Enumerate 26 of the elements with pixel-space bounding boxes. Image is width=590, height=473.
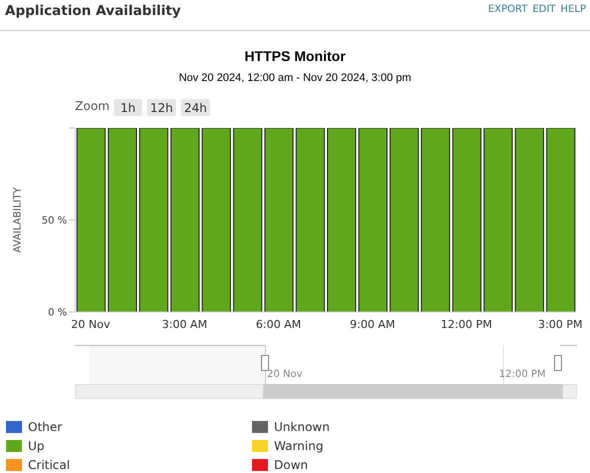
text: Application Availability xyxy=(5,3,181,19)
legend-label: Warning xyxy=(274,438,324,452)
chart-subtitle: Nov 20 2024, 12:00 am - Nov 20 2024, 3:00 pm xyxy=(178,72,412,84)
legend-label: Critical xyxy=(28,458,70,472)
x-tick-label: 12:00 PM xyxy=(440,318,492,331)
y-tick-label: 0 % xyxy=(48,308,67,319)
text: Up xyxy=(28,438,44,452)
text: EXPORT xyxy=(488,4,528,15)
x-tick-label: 20 Nov xyxy=(71,318,111,331)
text: HELP xyxy=(560,4,586,15)
legend-label: Down xyxy=(274,458,308,472)
chart-title: HTTPS Monitor xyxy=(243,48,347,64)
x-tick-label: 6:00 AM xyxy=(256,318,302,331)
text: EDIT xyxy=(532,4,556,15)
range-navigator: 20 Nov 12:00 PM xyxy=(75,345,577,401)
legend-label: Other xyxy=(28,420,62,434)
x-tick-label: 3:00 PM xyxy=(538,318,583,331)
x-tick-label: 3:00 AM xyxy=(162,318,208,331)
y-axis-title: AVAILABILITY xyxy=(12,186,24,253)
x-tick-label: 9:00 AM xyxy=(350,318,396,331)
zoom-button: 12h xyxy=(147,99,176,116)
legend-label: Unknown xyxy=(274,420,330,434)
zoom-button: 1h xyxy=(114,99,142,116)
text: Zoom xyxy=(75,99,110,113)
y-tick-label: 50 % xyxy=(42,216,67,227)
zoom-button: 24h xyxy=(181,99,210,116)
